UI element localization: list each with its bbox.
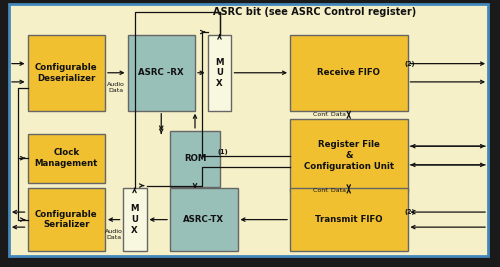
Text: Transmit FIFO: Transmit FIFO — [315, 215, 382, 224]
FancyBboxPatch shape — [128, 35, 195, 111]
FancyBboxPatch shape — [290, 35, 408, 111]
Text: (1): (1) — [218, 149, 228, 155]
FancyBboxPatch shape — [170, 131, 220, 187]
Text: Receive FIFO: Receive FIFO — [318, 68, 380, 77]
FancyBboxPatch shape — [28, 188, 105, 251]
Text: Audio
Data: Audio Data — [105, 229, 122, 240]
FancyBboxPatch shape — [170, 188, 237, 251]
FancyBboxPatch shape — [290, 188, 408, 251]
Text: Conf. Data: Conf. Data — [313, 112, 346, 117]
Text: (2): (2) — [405, 209, 415, 215]
FancyBboxPatch shape — [122, 188, 146, 251]
Text: Conf. Data: Conf. Data — [313, 188, 346, 193]
Text: Audio
Data: Audio Data — [108, 82, 125, 93]
Text: ROM: ROM — [184, 154, 206, 163]
Text: ASRC bit (see ASRC Control register): ASRC bit (see ASRC Control register) — [214, 7, 416, 17]
FancyBboxPatch shape — [208, 35, 232, 111]
Text: Register File
&
Configuration Unit: Register File & Configuration Unit — [304, 140, 394, 171]
Text: Configurable
Serializer: Configurable Serializer — [35, 210, 98, 229]
FancyBboxPatch shape — [28, 134, 105, 183]
FancyBboxPatch shape — [290, 119, 408, 192]
Text: ASRC -RX: ASRC -RX — [138, 68, 184, 77]
FancyBboxPatch shape — [28, 35, 105, 111]
Text: M
U
X: M U X — [130, 204, 139, 235]
Text: Clock
Management: Clock Management — [34, 148, 98, 168]
Text: (2): (2) — [405, 61, 415, 67]
Text: ASRC-TX: ASRC-TX — [184, 215, 224, 224]
Text: M
U
X: M U X — [215, 57, 224, 88]
Text: Configurable
Deserializer: Configurable Deserializer — [35, 63, 98, 83]
FancyBboxPatch shape — [9, 4, 488, 256]
